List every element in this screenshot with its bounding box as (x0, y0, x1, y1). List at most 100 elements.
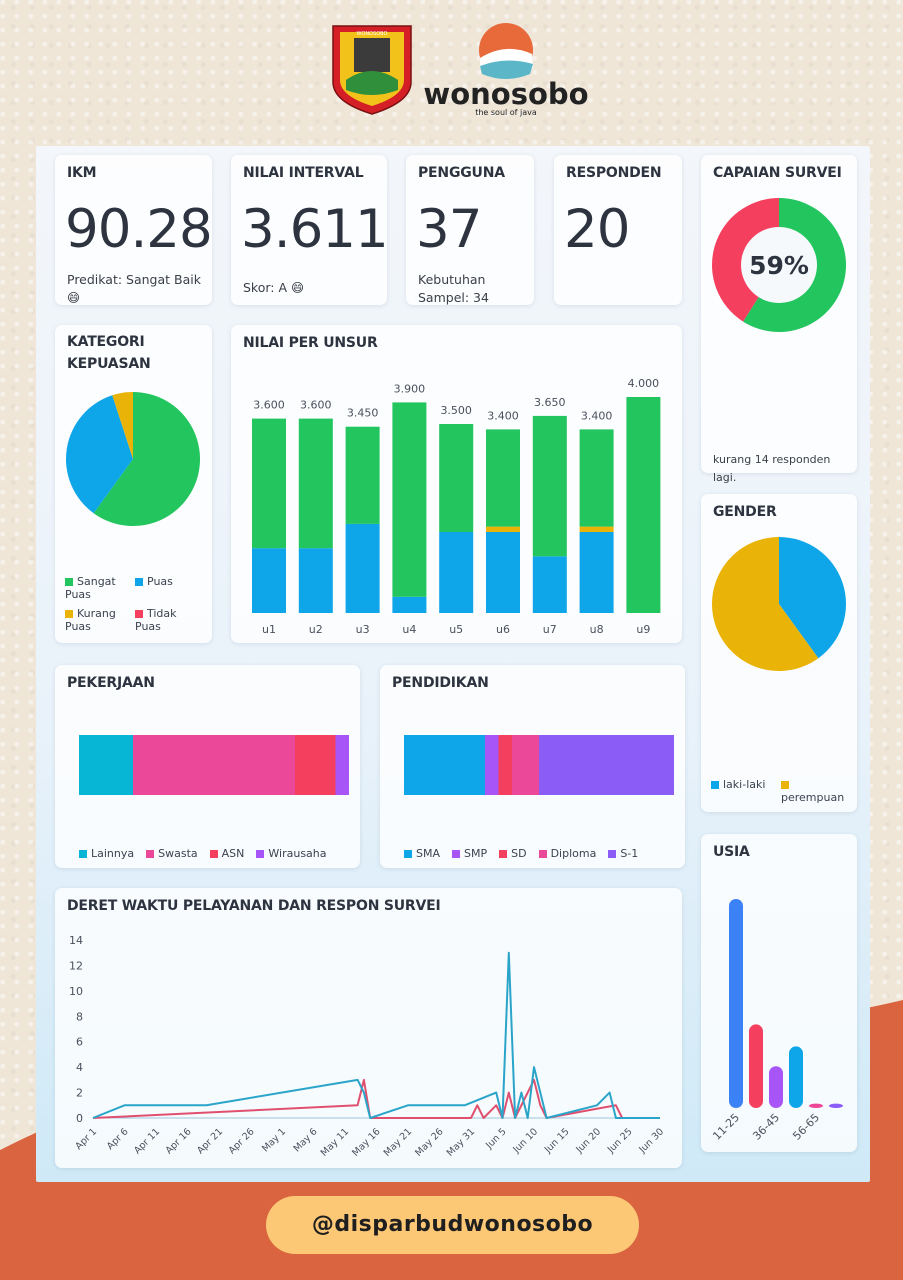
bar-u4-sangat-puas (392, 402, 427, 597)
bar-value-label: 3.500 (440, 404, 472, 417)
bar-value-label: 3.400 (581, 409, 613, 422)
bar-u8-sangat-puas (579, 429, 614, 527)
capaian-card: CAPAIAN SURVEI 59% kurang 14 responden l… (701, 155, 857, 484)
capaian-note: kurang 14 responden lagi. (713, 453, 831, 484)
x-tick-label: u2 (309, 623, 323, 636)
legend-label: ASN (221, 847, 245, 860)
x-tick-label: u9 (636, 623, 650, 636)
pie-slice-laki-laki (779, 537, 846, 659)
usia-bar-56-65 (809, 1103, 823, 1108)
y-tick-label: 6 (76, 1036, 83, 1049)
capaian-donut: 59% (712, 198, 846, 332)
bar-value-label: 4.000 (628, 377, 660, 390)
kpi-value: 90.28 (65, 199, 213, 260)
deret-title: DERET WAKTU PELAYANAN DAN RESPON SURVEI (67, 898, 441, 914)
pendidikan-chart (404, 735, 674, 795)
x-tick-label: u6 (496, 623, 510, 636)
x-tick-label: u1 (262, 623, 276, 636)
bar-u2-puas (298, 548, 333, 613)
legend-swatch (538, 850, 547, 858)
pendidikan-title: PENDIDIKAN (392, 675, 489, 691)
legend-item: ASN (209, 847, 245, 860)
legend-item: Puas (135, 575, 193, 588)
kpi-title: RESPONDEN (566, 165, 662, 181)
pekerjaan-chart (79, 735, 349, 795)
legend-swatch (209, 850, 218, 858)
usia-bar-66-75 (829, 1103, 843, 1108)
legend-item: perempuan (781, 778, 844, 804)
svg-text:WONOSOBO: WONOSOBO (357, 31, 388, 37)
pekerjaan-title: PEKERJAAN (67, 675, 155, 691)
x-tick-label: Apr 26 (227, 1126, 257, 1156)
x-tick-label: u4 (402, 623, 416, 636)
usia-bar-11-25 (729, 899, 743, 1108)
legend-item: Diploma (538, 847, 596, 860)
x-tick-label: 11-25 (710, 1111, 742, 1143)
legend-label: Sangat Puas (65, 575, 116, 601)
x-tick-label: u7 (543, 623, 557, 636)
bar-u2-sangat-puas (298, 418, 333, 549)
usia-bar-46-55 (789, 1046, 803, 1108)
kategori-title: KATEGORI KEPUASAN (67, 334, 151, 372)
x-tick-label: 36-45 (750, 1111, 782, 1143)
x-tick-label: u3 (356, 623, 370, 636)
legend-swatch (65, 610, 73, 618)
x-tick-label: Jun 25 (605, 1126, 635, 1156)
kategori-card: KATEGORI KEPUASAN Sangat Puas Puas Kurang … (55, 325, 212, 643)
bar-u6-puas (486, 532, 520, 613)
gender-pie (712, 537, 846, 671)
bar-u5-puas (439, 532, 474, 613)
x-tick-label: May 31 (445, 1126, 477, 1158)
legend-item: SD (499, 847, 527, 860)
x-tick-label: Jun 30 (636, 1126, 666, 1156)
legend-label: perempuan (781, 791, 845, 804)
legend-swatch (404, 850, 412, 858)
kategori-legend: Sangat Puas Puas Kurang Puas Tidak Puas (65, 575, 205, 639)
unsur-title: NILAI PER UNSUR (243, 335, 378, 351)
kpi-title: IKM (67, 165, 97, 181)
x-tick-label: 56-65 (790, 1111, 822, 1143)
legend-label: Wirausaha (268, 847, 327, 860)
y-tick-label: 8 (76, 1010, 83, 1023)
kpi-value: 3.611 (241, 199, 389, 260)
usia-chart: 11-25 36-45 56-65 (710, 899, 843, 1143)
pie-slice-sangat-puas (93, 392, 201, 526)
line-series-layanan (92, 1078, 660, 1119)
stack-segment-diploma (512, 735, 539, 795)
x-tick-label: Apr 1 (73, 1126, 99, 1152)
legend-swatch (146, 850, 155, 858)
bar-u1-puas (252, 548, 286, 613)
stack-segment-sma (404, 735, 485, 795)
bar-u8-puas (579, 532, 614, 613)
x-tick-label: u5 (449, 623, 463, 636)
kpi-responden-card: RESPONDEN 20 (554, 155, 682, 305)
legend-item: Sangat Puas (65, 575, 123, 601)
bar-u1-sangat-puas (252, 418, 286, 549)
bar-value-label: 3.450 (347, 407, 379, 420)
brand-tagline: the soul of java (475, 108, 537, 117)
kpi-title: NILAI INTERVAL (243, 165, 364, 181)
bar-u3-puas (345, 523, 380, 613)
donut-percent-label: 59% (749, 251, 809, 280)
legend-item: Wirausaha (256, 847, 327, 860)
pie-slice-perempuan (712, 537, 819, 671)
kpi-ikm-card: IKM 90.28 Predikat: Sangat Baik 😄 (55, 155, 213, 305)
y-tick-label: 10 (69, 985, 83, 998)
legend-swatch (135, 578, 143, 586)
legend-swatch (499, 850, 508, 858)
kpi-value: 37 (416, 199, 482, 260)
bar-u7-puas (532, 556, 567, 613)
kpi-interval-card: NILAI INTERVAL 3.611 Skor: A 😄 (231, 155, 389, 305)
usia-bar-36-45 (769, 1066, 783, 1108)
y-tick-label: 0 (76, 1112, 83, 1125)
x-tick-label: u8 (590, 623, 604, 636)
kpi-note: Kebutuhan Sampel: 34 (418, 272, 489, 305)
x-tick-label: May 21 (382, 1126, 414, 1158)
x-tick-label: Jun 15 (542, 1126, 572, 1156)
unsur-chart: 3.600 u1 3.600 u2 3.450 u3 3.900 u4 3.500 u5 3.400… (252, 377, 661, 636)
bar-u6-sangat-puas (486, 429, 520, 527)
legend-swatch (256, 850, 265, 858)
legend-item: Swasta (146, 847, 198, 860)
bar-u6-kurang-puas (486, 526, 520, 532)
pekerjaan-card: PEKERJAAN Lainnya Swasta ASN Wirausaha (55, 665, 360, 868)
